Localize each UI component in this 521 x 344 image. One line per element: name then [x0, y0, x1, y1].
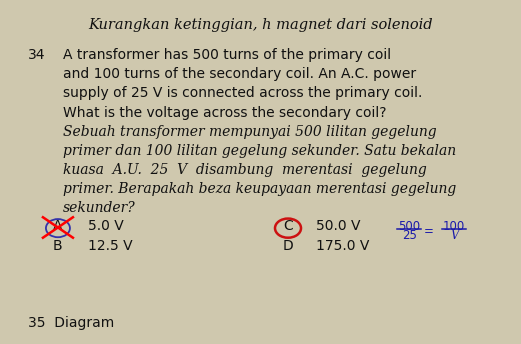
Text: B: B: [53, 239, 63, 253]
Text: sekunder?: sekunder?: [63, 201, 135, 215]
Text: and 100 turns of the secondary coil. An A.C. power: and 100 turns of the secondary coil. An …: [63, 67, 416, 81]
Text: Sebuah transformer mempunyai 500 lilitan gegelung: Sebuah transformer mempunyai 500 lilitan…: [63, 125, 437, 139]
Text: 500: 500: [398, 220, 420, 233]
Text: 25: 25: [402, 229, 417, 243]
Text: primer dan 100 lilitan gegelung sekunder. Satu bekalan: primer dan 100 lilitan gegelung sekunder…: [63, 144, 456, 158]
Text: 34: 34: [28, 48, 45, 62]
Text: primer. Berapakah beza keupayaan merentasi gegelung: primer. Berapakah beza keupayaan merenta…: [63, 182, 456, 196]
Text: What is the voltage across the secondary coil?: What is the voltage across the secondary…: [63, 106, 387, 120]
Text: kuasa  A.U.  25  V  disambung  merentasi  gegelung: kuasa A.U. 25 V disambung merentasi gege…: [63, 163, 427, 177]
Text: V: V: [451, 229, 459, 243]
Text: Kurangkan ketinggian, h magnet dari solenoid: Kurangkan ketinggian, h magnet dari sole…: [88, 19, 433, 32]
Text: 5.0 V: 5.0 V: [88, 219, 123, 233]
Text: 50.0 V: 50.0 V: [316, 219, 360, 233]
Text: A transformer has 500 turns of the primary coil: A transformer has 500 turns of the prima…: [63, 48, 391, 62]
Text: A: A: [53, 219, 63, 233]
Text: D: D: [282, 239, 293, 253]
Text: C: C: [283, 219, 293, 233]
Text: 100: 100: [443, 220, 465, 233]
Text: 12.5 V: 12.5 V: [88, 239, 132, 253]
Text: supply of 25 V is connected across the primary coil.: supply of 25 V is connected across the p…: [63, 86, 423, 100]
Text: 35  Diagram: 35 Diagram: [28, 316, 114, 330]
Text: 175.0 V: 175.0 V: [316, 239, 369, 253]
Text: =: =: [424, 225, 434, 238]
